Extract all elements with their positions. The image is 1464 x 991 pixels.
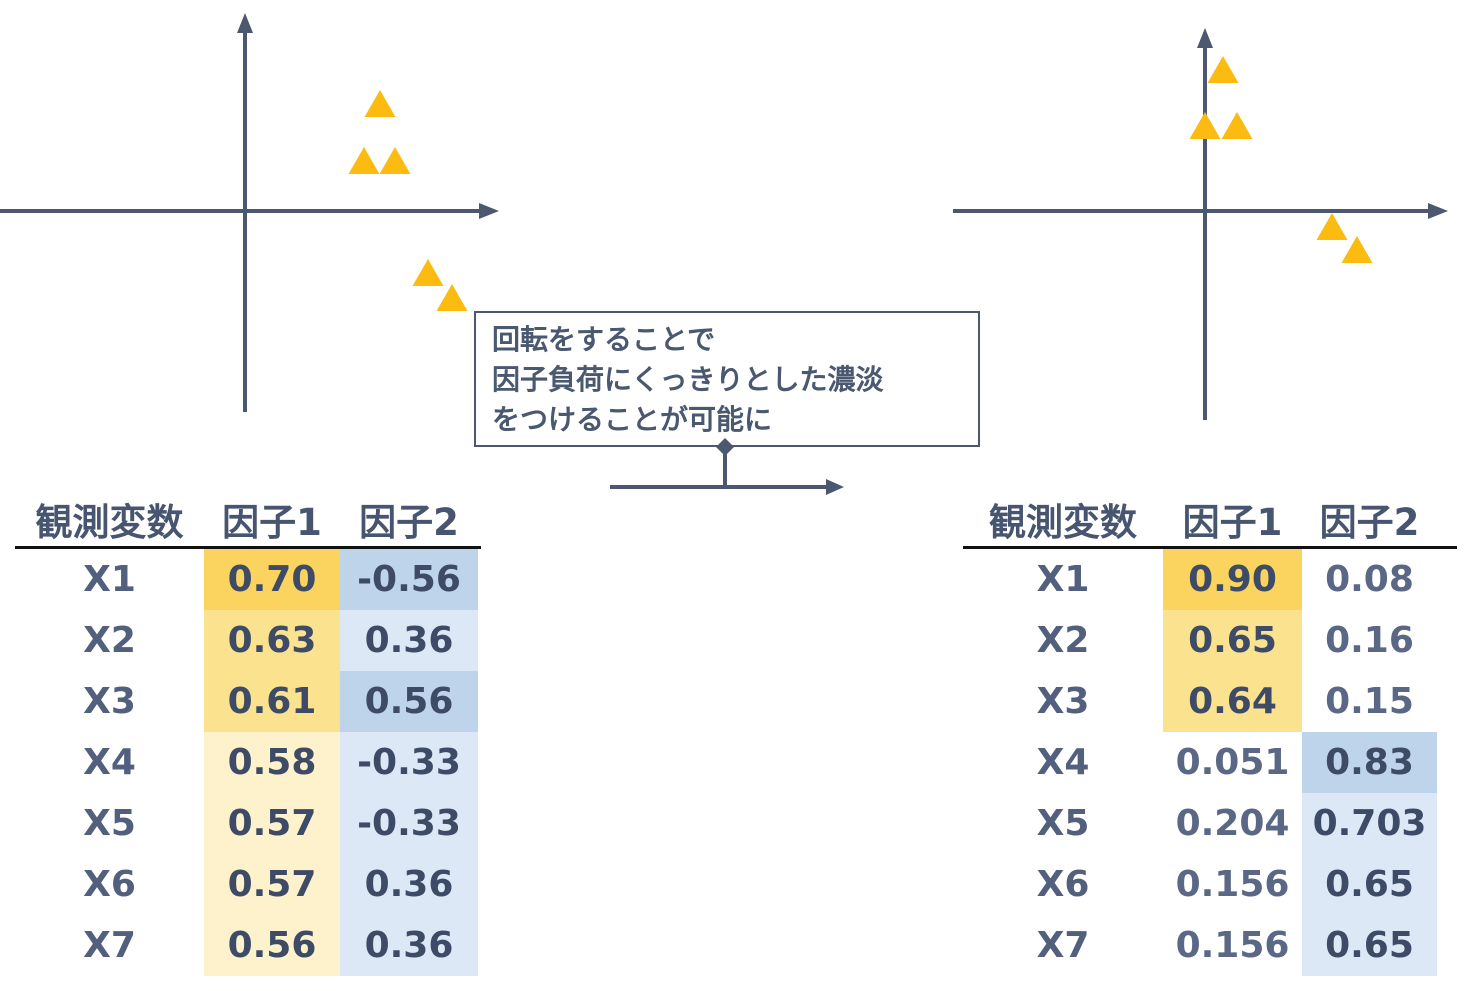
data-point-triangle bbox=[412, 259, 444, 286]
table-row: X7 0.156 0.65 bbox=[963, 915, 1457, 976]
data-point-triangle bbox=[1221, 112, 1253, 139]
factor2-value: 0.08 bbox=[1325, 559, 1414, 600]
rotation-callout: 回転をすることで 因子負荷にくっきりとした濃淡 をつけることが可能に bbox=[474, 311, 980, 447]
data-point-triangle bbox=[1341, 236, 1373, 263]
factor2-value: 0.36 bbox=[340, 915, 478, 976]
row-label: X6 bbox=[83, 864, 136, 905]
callout-line-2: 因子負荷にくっきりとした濃淡 bbox=[492, 363, 884, 396]
left-table-body: X1 0.70 -0.56 X2 0.63 0.36 X3 0.61 0.56 X4 0.58 -0.… bbox=[15, 549, 481, 976]
row-label: X5 bbox=[83, 803, 136, 844]
factor2-value: 0.83 bbox=[1302, 732, 1437, 793]
rotated-loading-table: 観測変数 因子1 因子2 X1 0.90 0.08 X2 0.65 0.16 X3 0.64 0… bbox=[963, 492, 1457, 976]
factor2-value: 0.36 bbox=[340, 610, 478, 671]
header-factor2: 因子2 bbox=[359, 501, 459, 544]
table-row: X1 0.70 -0.56 bbox=[15, 549, 481, 610]
header-factor1: 因子1 bbox=[1182, 501, 1283, 544]
factor1-value: 0.90 bbox=[1163, 549, 1302, 610]
row-label: X1 bbox=[1036, 559, 1090, 600]
left-plot-x-axis-arrowhead bbox=[479, 203, 499, 219]
header-factor1: 因子1 bbox=[222, 501, 322, 544]
row-label: X7 bbox=[1036, 925, 1090, 966]
factor2-value: -0.56 bbox=[340, 549, 478, 610]
factor1-value: 0.57 bbox=[204, 793, 340, 854]
header-rule bbox=[15, 546, 481, 549]
callout-line-3: をつけることが可能に bbox=[492, 403, 773, 436]
right-plot-y-axis-arrowhead bbox=[1197, 28, 1213, 48]
data-point-triangle bbox=[348, 147, 380, 174]
data-point-triangle bbox=[1207, 56, 1239, 83]
header-observed-variables: 観測変数 bbox=[35, 501, 184, 544]
table-row: X2 0.63 0.36 bbox=[15, 610, 481, 671]
factor2-value: 0.16 bbox=[1325, 620, 1414, 661]
data-point-triangle bbox=[1189, 112, 1221, 139]
row-label: X4 bbox=[1036, 742, 1090, 783]
factor2-value: -0.33 bbox=[340, 793, 478, 854]
factor2-value: 0.65 bbox=[1302, 854, 1437, 915]
factor2-value: -0.33 bbox=[340, 732, 478, 793]
table-row: X3 0.64 0.15 bbox=[963, 671, 1457, 732]
data-point-triangle bbox=[364, 90, 396, 117]
row-label: X3 bbox=[1036, 681, 1090, 722]
data-point-triangle bbox=[1316, 213, 1348, 240]
table-row: X4 0.051 0.83 bbox=[963, 732, 1457, 793]
left-plot-points bbox=[348, 90, 468, 311]
factor1-value: 0.56 bbox=[204, 915, 340, 976]
left-plot-axes bbox=[0, 13, 499, 412]
table-row: X3 0.61 0.56 bbox=[15, 671, 481, 732]
factor1-value: 0.204 bbox=[1175, 803, 1290, 844]
table-row: X7 0.56 0.36 bbox=[15, 915, 481, 976]
factor1-value: 0.051 bbox=[1175, 742, 1290, 783]
rotation-connector bbox=[610, 438, 844, 495]
table-row: X1 0.90 0.08 bbox=[963, 549, 1457, 610]
table-row: X5 0.204 0.703 bbox=[963, 793, 1457, 854]
factor2-value: 0.15 bbox=[1325, 681, 1414, 722]
data-point-triangle bbox=[436, 284, 468, 311]
table-row: X4 0.58 -0.33 bbox=[15, 732, 481, 793]
table-row: X5 0.57 -0.33 bbox=[15, 793, 481, 854]
row-label: X4 bbox=[83, 742, 136, 783]
right-plot-points bbox=[1189, 56, 1373, 263]
right-plot-x-axis-arrowhead bbox=[1428, 203, 1448, 219]
unrotated-loading-table: 観測変数 因子1 因子2 X1 0.70 -0.56 X2 0.63 0.36 X3 0.61… bbox=[15, 492, 481, 976]
factor2-value: 0.36 bbox=[340, 854, 478, 915]
row-label: X2 bbox=[1036, 620, 1090, 661]
row-label: X3 bbox=[83, 681, 136, 722]
left-plot-y-axis-arrowhead bbox=[237, 13, 253, 33]
data-point-triangle bbox=[379, 147, 411, 174]
factor2-value: 0.65 bbox=[1302, 915, 1437, 976]
callout-line-1: 回転をすることで bbox=[492, 323, 716, 356]
right-table-body: X1 0.90 0.08 X2 0.65 0.16 X3 0.64 0.15 X4 0.051 0.8… bbox=[963, 549, 1457, 976]
table-row: X2 0.65 0.16 bbox=[963, 610, 1457, 671]
factor1-value: 0.58 bbox=[204, 732, 340, 793]
row-label: X5 bbox=[1036, 803, 1090, 844]
factor1-value: 0.156 bbox=[1175, 864, 1290, 905]
right-plot-axes bbox=[953, 28, 1448, 420]
header-factor2: 因子2 bbox=[1319, 501, 1420, 544]
factor1-value: 0.156 bbox=[1175, 925, 1290, 966]
header-observed-variables: 観測変数 bbox=[989, 501, 1137, 544]
factor1-value: 0.65 bbox=[1163, 610, 1302, 671]
transform-arrow-head bbox=[826, 479, 844, 495]
row-label: X1 bbox=[83, 559, 136, 600]
table-row: X6 0.156 0.65 bbox=[963, 854, 1457, 915]
factor1-value: 0.64 bbox=[1163, 671, 1302, 732]
factor2-value: 0.703 bbox=[1302, 793, 1437, 854]
header-rule bbox=[963, 546, 1457, 549]
table-header-row: 観測変数 因子1 因子2 bbox=[15, 492, 481, 546]
table-header-row: 観測変数 因子1 因子2 bbox=[963, 492, 1457, 546]
factor1-value: 0.70 bbox=[204, 549, 340, 610]
factor2-value: 0.56 bbox=[340, 671, 478, 732]
factor1-value: 0.57 bbox=[204, 854, 340, 915]
factor1-value: 0.61 bbox=[204, 671, 340, 732]
row-label: X6 bbox=[1036, 864, 1090, 905]
row-label: X7 bbox=[83, 925, 136, 966]
table-row: X6 0.57 0.36 bbox=[15, 854, 481, 915]
row-label: X2 bbox=[83, 620, 136, 661]
factor1-value: 0.63 bbox=[204, 610, 340, 671]
